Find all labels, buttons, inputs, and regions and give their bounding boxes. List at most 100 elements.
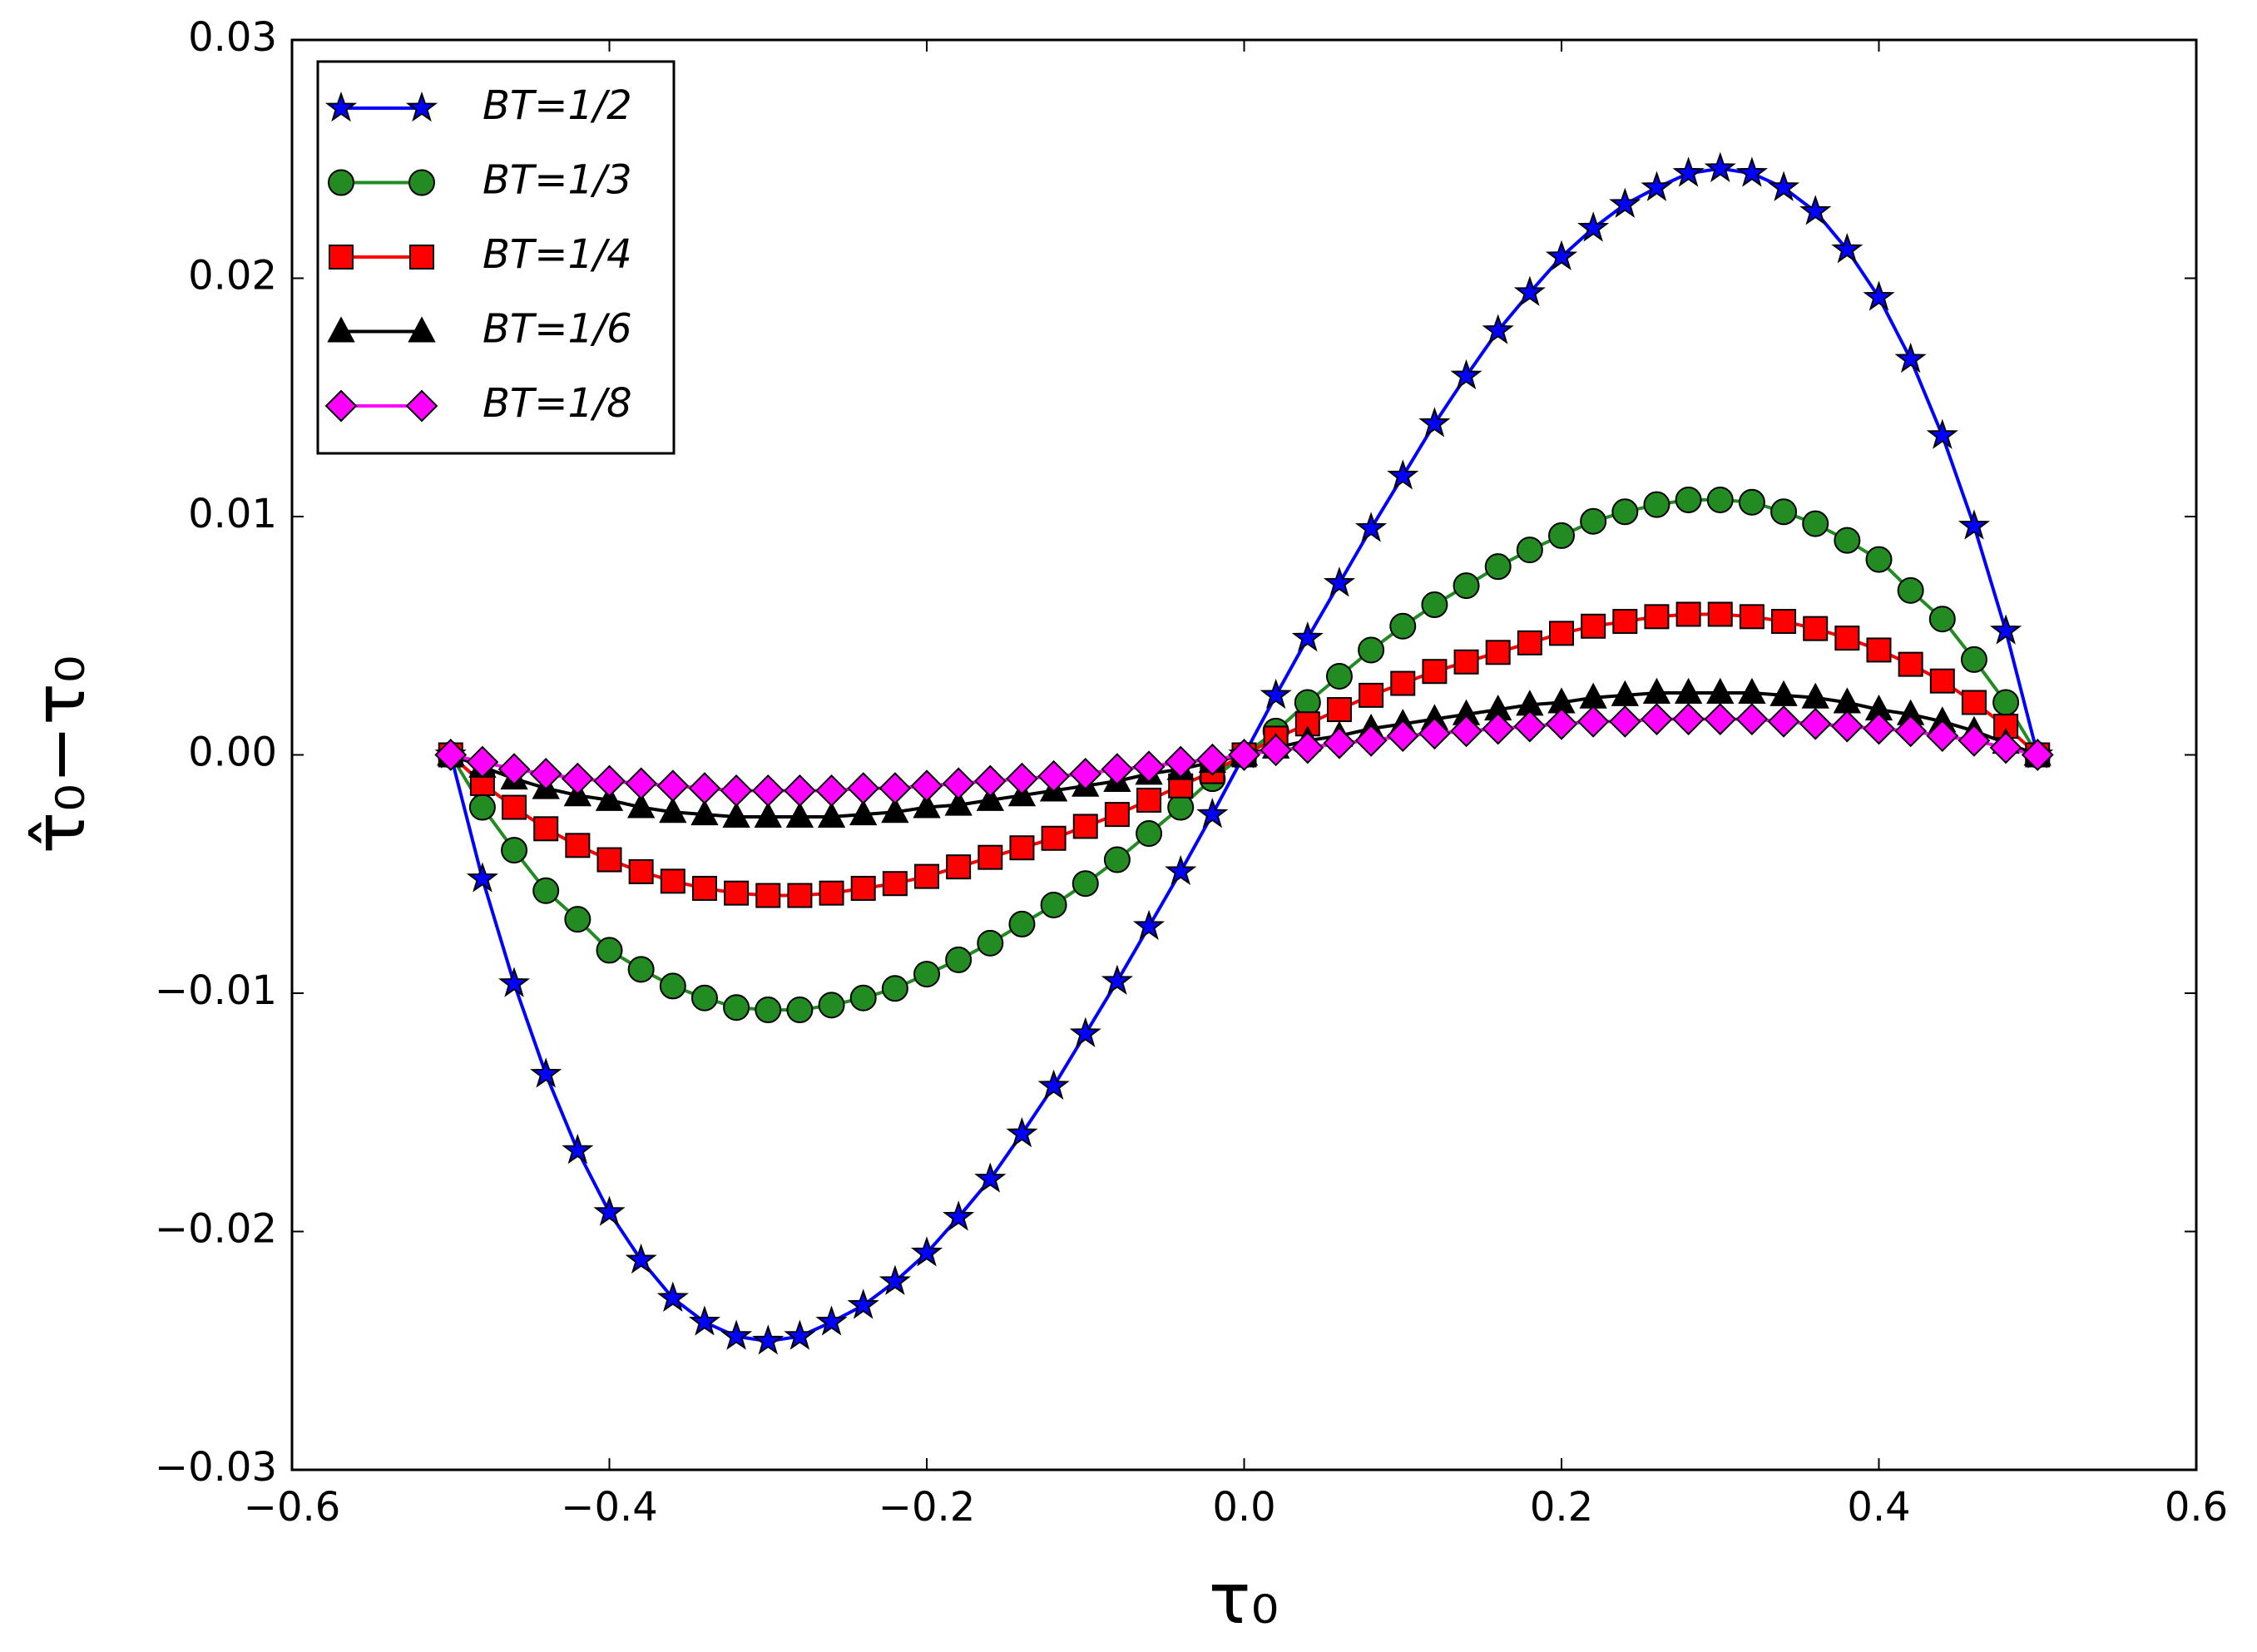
y-axis-label: τ̂₀−τ₀: [19, 655, 101, 854]
x-tick-label: −0.4: [561, 1484, 658, 1531]
triangle-marker: [626, 792, 656, 819]
star-marker: [562, 1134, 594, 1165]
plot-frame: [290, 38, 2198, 1471]
square-marker: [724, 880, 750, 906]
circle-marker: [913, 961, 940, 988]
diamond-marker: [466, 745, 499, 779]
square-marker: [882, 871, 908, 897]
diamond-marker: [1164, 745, 1197, 779]
diamond-marker: [688, 772, 721, 805]
square-marker: [787, 883, 813, 908]
circle-marker: [1834, 527, 1861, 554]
diamond-marker: [1513, 710, 1547, 743]
triangle-marker: [1738, 677, 1766, 705]
star-marker: [1069, 1016, 1101, 1047]
diamond-marker: [529, 758, 562, 790]
diamond-marker: [751, 774, 785, 807]
triangle-marker: [754, 801, 782, 828]
x-tick-label: 0.0: [1212, 1484, 1275, 1531]
square-marker: [628, 858, 654, 884]
diamond-marker: [1450, 715, 1482, 748]
circle-marker: [1897, 576, 1924, 604]
diamond-marker: [656, 769, 690, 803]
square-marker: [1485, 640, 1511, 665]
diamond-marker: [1386, 720, 1419, 752]
star-marker: [1990, 614, 2022, 645]
triangle-marker: [1706, 677, 1735, 705]
circle-marker: [1611, 498, 1639, 526]
square-marker: [1549, 621, 1574, 646]
square-marker: [533, 816, 559, 842]
diamond-marker: [783, 774, 816, 807]
circle-marker: [1358, 636, 1385, 664]
star-marker: [847, 1288, 879, 1319]
circle-marker: [881, 975, 908, 1002]
triangle-marker: [1801, 682, 1829, 709]
circle-marker: [849, 984, 877, 1011]
star-marker: [1545, 240, 1578, 270]
triangle-marker: [976, 784, 1004, 811]
circle-marker: [755, 997, 782, 1024]
square-marker: [1675, 601, 1701, 627]
x-axis-label: τ₀: [1209, 1558, 1279, 1640]
diamond-marker: [1545, 707, 1578, 740]
square-marker: [946, 854, 972, 880]
star-marker: [1513, 275, 1546, 306]
circle-marker: [1802, 510, 1829, 537]
square-marker: [1041, 825, 1067, 851]
diamond-marker: [324, 389, 358, 423]
diamond-marker: [1576, 705, 1610, 738]
triangle-marker: [849, 799, 878, 826]
triangle-marker: [690, 799, 719, 826]
legend-label: BT=1/3: [483, 157, 632, 204]
diamond-marker: [434, 739, 468, 771]
triangle-marker: [1611, 680, 1639, 706]
circle-marker: [1675, 486, 1702, 513]
y-tick-label: 0.03: [188, 14, 277, 61]
star-marker: [815, 1305, 848, 1336]
diamond-marker: [1894, 715, 1928, 748]
diamond-marker: [1260, 734, 1293, 767]
diamond-marker: [1291, 731, 1324, 764]
circle-marker: [627, 956, 655, 983]
star-marker: [1387, 459, 1419, 490]
square-marker: [1326, 697, 1352, 723]
square-marker: [1581, 613, 1606, 639]
star-marker: [498, 967, 531, 997]
circle-marker: [1072, 870, 1099, 898]
x-tick-label: −0.6: [244, 1484, 341, 1531]
circle-marker: [1103, 846, 1131, 873]
star-marker: [1482, 314, 1514, 344]
circle-marker: [1643, 491, 1670, 518]
square-marker: [329, 245, 354, 270]
y-tick-label: 0.02: [188, 253, 277, 299]
diamond-marker: [1195, 743, 1229, 776]
square-marker: [1961, 690, 1987, 715]
circle-marker: [1136, 820, 1163, 848]
circle-marker: [786, 997, 814, 1024]
star-marker: [625, 1243, 657, 1274]
diamond-marker: [720, 774, 753, 807]
star-marker: [1133, 909, 1166, 940]
square-marker: [1898, 651, 1923, 677]
circle-marker: [1167, 794, 1195, 821]
star-marker: [1799, 195, 1832, 225]
diamond-marker: [815, 774, 848, 807]
circle-marker: [945, 946, 973, 973]
triangle-marker: [408, 316, 436, 343]
star-marker: [1704, 151, 1736, 182]
star-marker: [752, 1324, 785, 1355]
square-marker: [691, 875, 717, 901]
diamond-marker: [1989, 731, 2022, 764]
triangle-marker: [785, 801, 814, 828]
diamond-marker: [405, 389, 438, 423]
square-marker: [565, 833, 591, 858]
square-marker: [850, 875, 876, 901]
triangle-marker: [944, 789, 973, 816]
triangle-marker: [327, 316, 355, 343]
star-marker: [1355, 512, 1388, 542]
diamond-marker: [1069, 758, 1102, 790]
triangle-marker: [881, 797, 909, 824]
triangle-marker: [722, 801, 750, 828]
